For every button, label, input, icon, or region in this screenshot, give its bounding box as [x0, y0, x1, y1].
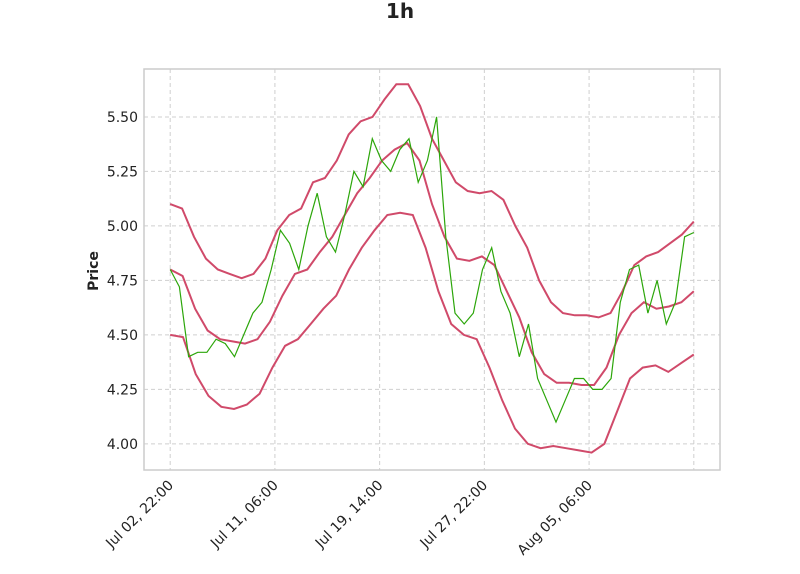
y-tick-label: 4.50 [107, 328, 138, 344]
x-tick-label: Aug 05, 06:00 [515, 478, 596, 559]
chart-title: 1h [386, 0, 414, 23]
x-tick-label: Jul 11, 06:00 [207, 478, 282, 553]
lower-band-line [170, 211, 695, 454]
tick-layer: 4.00 4.25 4.50 4.75 5.00 5.25 5.50 Jul 02, 22:0… [102, 110, 595, 559]
plot-frame [143, 68, 721, 471]
x-tick-label: Jul 19, 14:00 [312, 478, 387, 553]
y-tick-label: 5.00 [107, 219, 138, 235]
y-axis-label: Price [86, 251, 102, 291]
series-layer [169, 83, 695, 454]
y-tick-label: 4.75 [107, 273, 138, 289]
y-tick-label: 4.00 [107, 437, 138, 453]
price-series-line [169, 116, 695, 424]
middle-band-line [169, 141, 695, 386]
y-tick-label: 5.25 [107, 164, 138, 180]
x-tick-label: Jul 02, 22:00 [102, 478, 177, 553]
grid-layer [144, 69, 720, 470]
y-tick-label: 4.25 [107, 382, 138, 398]
x-tick-label: Jul 27, 22:00 [417, 478, 492, 553]
y-tick-label: 5.50 [107, 110, 138, 126]
